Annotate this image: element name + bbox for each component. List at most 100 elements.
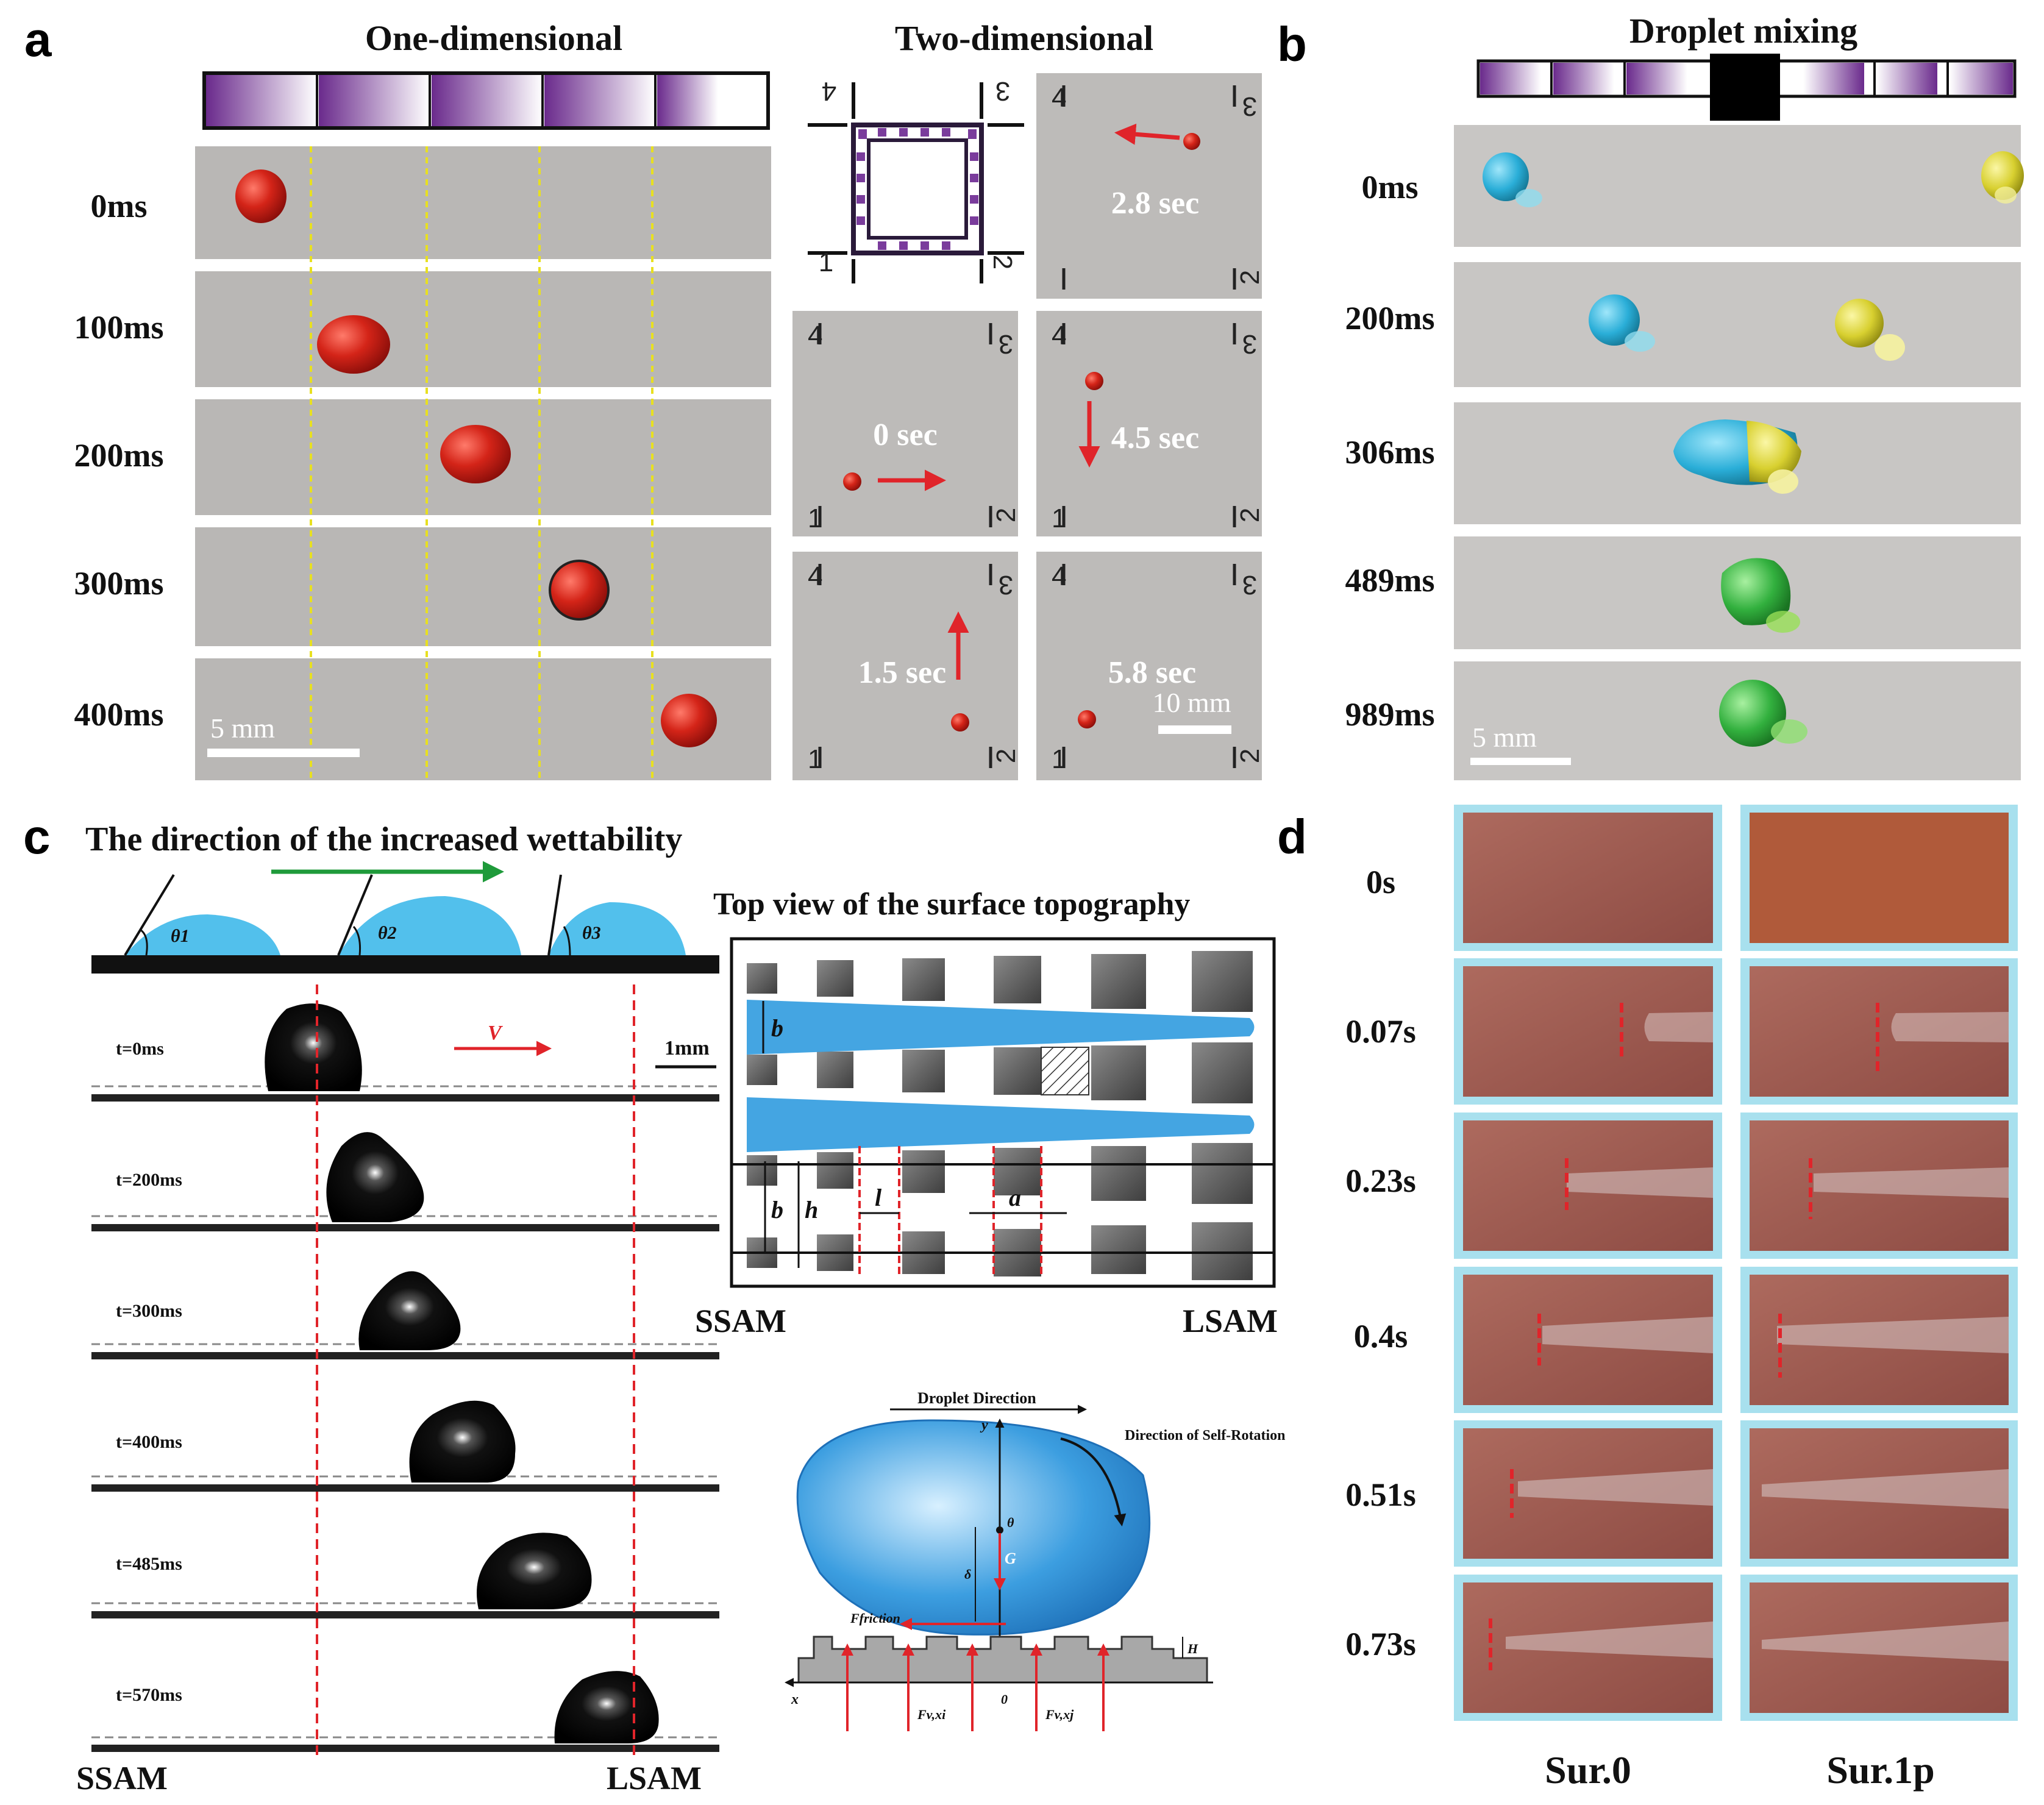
tile-digit: 3 (999, 329, 1013, 359)
tile-marks (818, 85, 1236, 768)
droplet-direction-label: Droplet Direction (917, 1389, 1036, 1407)
corner-label: 3 (995, 76, 1010, 106)
topo-symbol: a (1009, 1184, 1021, 1211)
time-label: 0.4s (1354, 1318, 1408, 1355)
panel-b: b Droplet mixing (1277, 11, 2024, 780)
time-label: 0.07s (1345, 1013, 1416, 1050)
time-label: 489ms (1345, 562, 1435, 599)
gravity-label: G (1005, 1550, 1016, 1567)
one-dimensional-title: One-dimensional (365, 18, 622, 58)
topo-ssam-label: SSAM (695, 1303, 786, 1339)
tile-digit: 2 (1235, 270, 1265, 285)
topography-title: Top view of the surface topography (713, 887, 1190, 922)
force-diagram: Droplet Direction Direction of Self-Rota… (785, 1389, 1286, 1731)
two-dim-time: 5.8 sec (1108, 655, 1196, 690)
force-i-label: Fv,xi (917, 1707, 946, 1722)
tile-digit: 1 (1052, 744, 1066, 774)
wettability-title: The direction of the increased wettabili… (85, 821, 682, 858)
time-label: 989ms (1345, 696, 1435, 733)
tile-digit: 3 (1242, 91, 1257, 121)
column-label: Sur.1p (1826, 1748, 1934, 1792)
two-dim-time: 0 sec (873, 418, 937, 452)
panel-c: c The direction of the increased wettabi… (23, 810, 1286, 1796)
tile-digit: 4 (808, 321, 822, 351)
tile-digit: 2 (991, 749, 1021, 763)
tile-digit: 4 (1052, 561, 1066, 591)
tile-digit: 2 (1235, 749, 1265, 763)
topo-symbol: b (771, 1196, 783, 1223)
droplet (549, 560, 610, 621)
self-rotation-label: Direction of Self-Rotation (1125, 1428, 1286, 1444)
time-label: t=485ms (116, 1554, 182, 1574)
red-markers-d (1489, 1003, 1879, 1670)
time-label: t=0ms (116, 1039, 164, 1059)
tile-digit: 4 (1052, 321, 1066, 351)
scale-bar-label-b: 5 mm (1472, 722, 1537, 753)
time-label: t=200ms (116, 1170, 182, 1190)
time-label: 0ms (1362, 169, 1419, 205)
red-reference-lines-c (316, 984, 635, 1756)
velocity-label: V (488, 1022, 503, 1044)
copper-frames (1454, 805, 2018, 1721)
angle-label: θ1 (171, 926, 190, 946)
friction-label: Ffriction (850, 1611, 900, 1626)
time-label: t=400ms (116, 1432, 182, 1452)
time-labels-a: 0ms 100ms 200ms 300ms 400ms (74, 188, 164, 733)
water-trails (1506, 1012, 2009, 1661)
time-label: 0s (1366, 864, 1395, 900)
corner-label: 2 (988, 255, 1017, 269)
topo-lsam-label: LSAM (1183, 1303, 1278, 1339)
topo-symbol: l (875, 1184, 882, 1211)
tile-digit: 1 (1052, 504, 1066, 533)
tile-digit: 1 (808, 744, 822, 774)
panel-letter-d: d (1277, 810, 1307, 864)
corner-label: 1 (819, 247, 833, 277)
tile-digit: 4 (1052, 83, 1066, 113)
time-label: 100ms (74, 309, 164, 346)
frame-4 (91, 1503, 719, 1622)
scale-bar-b (1470, 758, 1571, 765)
time-label: 300ms (74, 565, 164, 602)
force-j-label: Fv,xj (1045, 1707, 1074, 1722)
two-dim-time: 1.5 sec (858, 655, 946, 690)
panel-letter-b: b (1277, 17, 1307, 71)
frame-1 (91, 1109, 719, 1231)
time-labels-b: 0ms 200ms 306ms 489ms 989ms (1345, 169, 1435, 733)
topography-diagram: b b h l a (730, 937, 1276, 1288)
side-view-frames (91, 981, 719, 1753)
droplet (440, 425, 511, 483)
tile-digit: 3 (1242, 570, 1257, 600)
tile-digit: 2 (991, 508, 1021, 522)
tile-digit: 4 (808, 561, 822, 591)
gradient-strip-a (202, 71, 770, 130)
x-axis-label: x (791, 1692, 799, 1707)
time-label: t=300ms (116, 1301, 182, 1321)
time-labels-d: 0s 0.07s 0.23s 0.4s 0.51s 0.73s (1345, 864, 1416, 1662)
droplet-mixing-title: Droplet mixing (1629, 11, 1857, 51)
theta-label: θ (1007, 1515, 1014, 1530)
frame-2 (91, 1241, 719, 1362)
panel-letter-c: c (23, 810, 51, 864)
height-label: H (1187, 1641, 1198, 1656)
scale-bar-label-c: 1mm (664, 1037, 710, 1059)
two-dim-time: 2.8 sec (1111, 186, 1199, 221)
time-label: 0.51s (1345, 1476, 1416, 1513)
panel-d: d (1277, 805, 2018, 1792)
red-droplets-a (235, 169, 717, 747)
two-dim-droplets (843, 123, 1200, 732)
time-label: t=570ms (116, 1685, 182, 1705)
frame-5 (91, 1631, 719, 1753)
two-dim-tiles (792, 73, 1262, 780)
two-dim-time-labels: 2.8 sec 0 sec 4.5 sec 1.5 sec 5.8 sec (858, 186, 1199, 690)
photo-strips-b (1454, 125, 2021, 780)
two-dim-schematic: 4 3 1 2 (808, 76, 1024, 283)
droplet (317, 315, 390, 374)
scale-bar-a (207, 749, 360, 757)
two-dim-time: 4.5 sec (1111, 421, 1199, 455)
panel-letter-a: a (24, 12, 52, 66)
droplet (661, 694, 717, 747)
time-label: 306ms (1345, 434, 1435, 471)
time-label: 400ms (74, 696, 164, 733)
gradient-strip-b (1476, 54, 2017, 121)
